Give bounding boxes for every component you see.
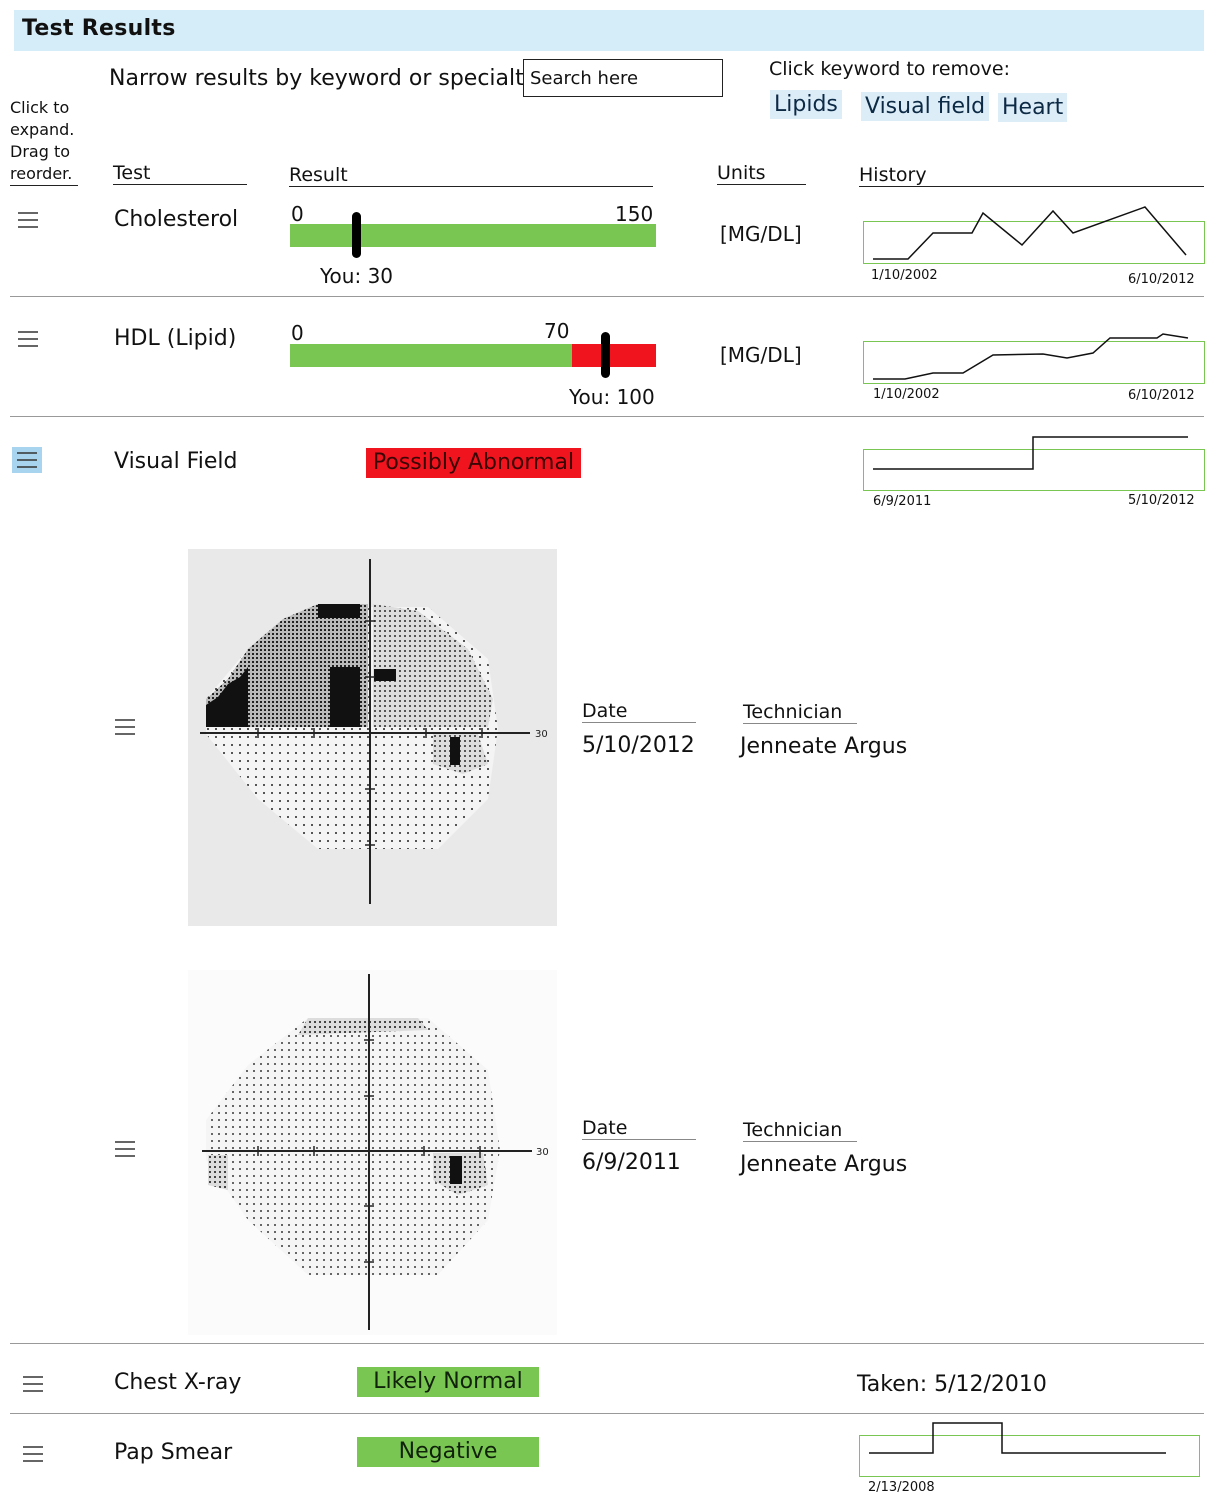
technician-name: Jenneate Argus [740,734,908,759]
column-header-test: Test [113,162,247,185]
units-value: [MG/DL] [720,222,802,246]
visual-field-plot-image[interactable]: 30 [188,549,557,926]
history-chart-box[interactable] [859,1435,1200,1477]
status-badge: Negative [357,1437,539,1467]
keywords-label: Click keyword to remove: [769,58,1010,80]
keyword-chip-visual-field[interactable]: Visual field [861,92,990,121]
drag-handle-icon[interactable] [18,1371,48,1397]
range-max-label: 150 [615,202,654,226]
technician-name: Jenneate Argus [740,1152,908,1177]
date-label: Date [582,700,696,723]
row-divider [10,1413,1204,1414]
date-label: Date [582,1117,696,1140]
test-name-pap-smear[interactable]: Pap Smear [114,1440,233,1465]
test-name-hdl[interactable]: HDL (Lipid) [114,326,237,351]
test-name-visual-field[interactable]: Visual Field [114,449,238,474]
result-marker [351,212,361,258]
status-badge: Likely Normal [357,1367,539,1397]
result-you-value: You: 100 [569,385,655,409]
history-start-date: 1/10/2002 [873,387,940,402]
keyword-chip-heart[interactable]: Heart [998,93,1068,122]
plot-axis-label: 30 [536,1147,549,1158]
history-sparkline [873,206,1187,260]
history-start-date: 6/9/2011 [873,494,932,509]
history-end-date: 6/10/2012 [1128,388,1195,403]
drag-handle-icon[interactable] [18,1441,48,1467]
test-name-chest-xray[interactable]: Chest X-ray [114,1370,242,1395]
row-divider [10,1343,1204,1344]
sidebar-hint: Click to expand. Drag to reorder. [10,97,78,186]
page-title: Test Results [22,16,176,41]
sidebar-hint-line: Click to [10,98,70,117]
result-range-bar [290,224,656,247]
status-badge: Possibly Abnormal [366,448,581,478]
search-label: Narrow results by keyword or specialty [109,66,537,91]
column-header-result: Result [289,164,653,187]
units-value: [MG/DL] [720,343,802,367]
history-sparkline [873,333,1189,380]
result-range-bar-normal [290,344,572,367]
history-start-date: 2/13/2008 [868,1480,935,1495]
drag-handle-icon[interactable] [110,1136,140,1162]
plot-axis-label: 30 [535,729,548,740]
history-sparkline [873,436,1188,470]
history-chart-box[interactable] [863,341,1205,384]
history-chart-box[interactable] [863,221,1205,264]
column-header-history: History [859,164,1204,187]
range-min-label: 0 [291,321,304,345]
test-date: 6/9/2011 [582,1150,681,1175]
keyword-chip-lipids[interactable]: Lipids [770,90,842,119]
test-date: 5/10/2012 [582,733,695,758]
history-chart-box[interactable] [863,449,1205,491]
row-divider [10,296,1204,297]
visual-field-plot-image[interactable]: 30 [188,970,557,1335]
history-end-date: 5/10/2012 [1128,493,1195,508]
technician-label: Technician [743,1119,857,1142]
drag-handle-icon[interactable] [12,447,42,473]
drag-handle-icon[interactable] [110,714,140,740]
test-name-cholesterol[interactable]: Cholesterol [114,207,239,232]
history-start-date: 1/10/2002 [871,268,938,283]
history-end-date: 6/10/2012 [1128,272,1195,287]
taken-date: Taken: 5/12/2010 [857,1372,1047,1397]
result-marker [600,332,610,378]
drag-handle-icon[interactable] [13,207,43,233]
row-divider [10,416,1204,417]
result-you-value: You: 30 [320,264,394,288]
search-input[interactable] [523,59,723,97]
drag-handle-icon[interactable] [13,326,43,352]
sidebar-hint-line: Drag to [10,142,71,161]
technician-label: Technician [743,701,857,724]
header-bar: Test Results [14,10,1204,51]
sidebar-hint-line: reorder. [10,163,78,186]
range-min-label: 0 [291,202,304,226]
sidebar-hint-line: expand. [10,120,75,139]
range-max-label: 70 [544,319,570,343]
column-header-units: Units [717,162,806,185]
